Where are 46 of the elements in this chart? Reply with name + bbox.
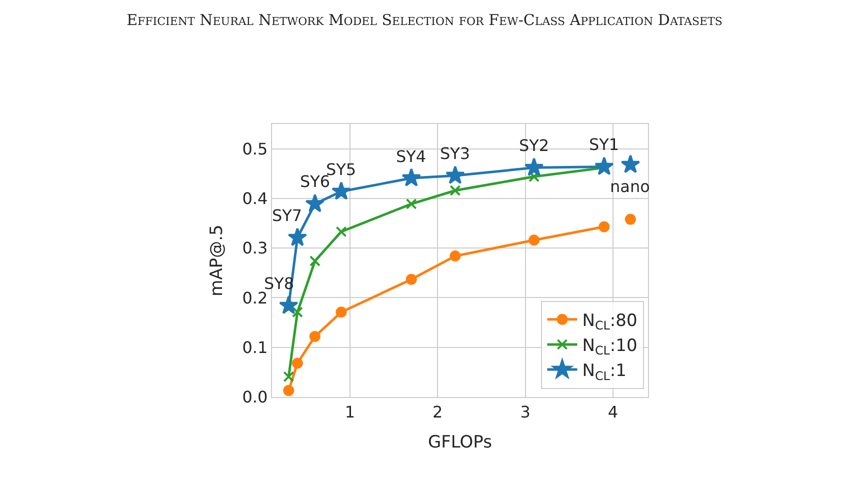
y-axis-title: mAP@.5 [206, 224, 227, 296]
legend-label: N$_{CL}$:10 [582, 336, 638, 358]
point [528, 234, 540, 246]
y-tick-label: 0.2 [242, 288, 268, 308]
point [598, 221, 610, 232]
x-tick-label: 3 [520, 402, 530, 422]
point [402, 168, 422, 186]
x-tick-label: 2 [432, 402, 443, 422]
x-tick-label: 1 [344, 402, 356, 422]
point [279, 296, 298, 314]
legend-label: N$_{CL}$:80 [582, 310, 638, 333]
point [332, 181, 351, 200]
annotation: SY7 [272, 206, 302, 225]
annotation: nano [610, 177, 650, 196]
point [446, 166, 465, 184]
point [283, 385, 294, 396]
y-tick-label: 0.3 [242, 238, 268, 258]
annotation: SY3 [440, 144, 470, 163]
point [336, 226, 347, 238]
point [406, 198, 417, 210]
x-tick-label: 4 [608, 402, 618, 422]
y-tick-label: 0.5 [242, 139, 268, 158]
point [309, 330, 320, 342]
y-tick-label: 0.4 [242, 189, 268, 208]
legend-label: N$_{CL}$:1 [582, 361, 626, 383]
point [288, 228, 308, 246]
y-tick-label: 0.1 [242, 338, 268, 357]
point [524, 158, 544, 176]
point [450, 250, 461, 262]
point [594, 156, 614, 176]
point [336, 306, 347, 318]
point [305, 194, 325, 212]
chart-title: Efficient Neural Network Model Selection for Few-Class Application Datasets [126, 11, 722, 30]
point [406, 274, 417, 285]
point [292, 358, 303, 369]
x-axis-title: GFLOPs [428, 432, 492, 453]
point [283, 371, 294, 382]
point [624, 214, 636, 225]
point [309, 256, 320, 266]
y-tick-label: 0.0 [242, 388, 268, 407]
annotation: SY1 [589, 135, 620, 154]
point [620, 154, 640, 174]
annotation: SY2 [519, 136, 550, 155]
annotation: SY4 [396, 147, 426, 166]
point [292, 306, 303, 318]
point [450, 185, 461, 196]
